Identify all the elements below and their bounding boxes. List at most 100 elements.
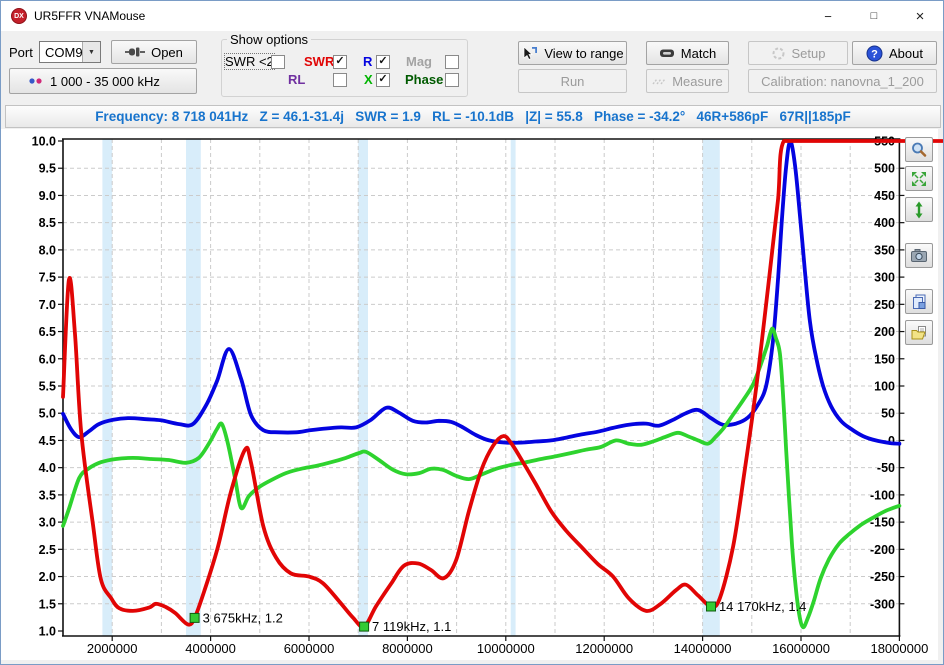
svg-text:7 119kHz, 1.1: 7 119kHz, 1.1 — [372, 619, 451, 634]
marker-square[interactable] — [359, 621, 370, 632]
expand-arrows-icon — [910, 170, 928, 188]
svg-text:300: 300 — [874, 271, 895, 285]
vertical-arrows-icon — [910, 201, 928, 219]
frequency-range-button[interactable]: 1 000 - 35 000 kHz — [9, 68, 197, 94]
export-print-button[interactable] — [905, 320, 933, 345]
svg-text:100: 100 — [874, 380, 895, 394]
port-value: COM9 — [45, 45, 83, 60]
svg-text:14000000: 14000000 — [674, 641, 732, 656]
svg-text:10000000: 10000000 — [477, 641, 535, 656]
open-button[interactable]: Open — [111, 40, 197, 64]
svg-text:6.0: 6.0 — [39, 352, 56, 366]
svg-text:5.5: 5.5 — [39, 380, 56, 394]
swr-markers: 3 675kHz, 1.2 7 119kHz, 1.1 14 170kHz, 1.4 — [189, 599, 806, 634]
svg-text:150: 150 — [874, 352, 895, 366]
zoom-button[interactable] — [905, 137, 933, 162]
svg-text:4.0: 4.0 — [39, 461, 56, 475]
svg-text:2.5: 2.5 — [39, 543, 56, 557]
swr-checkbox-label: SWR — [304, 54, 335, 69]
svg-text:10.0: 10.0 — [32, 135, 56, 149]
svg-text:12000000: 12000000 — [575, 641, 633, 656]
svg-text:4000000: 4000000 — [185, 641, 236, 656]
svg-text:8.0: 8.0 — [39, 243, 56, 257]
band-highlights — [102, 139, 720, 636]
swr-limit-checkbox[interactable] — [271, 55, 285, 69]
svg-text:250: 250 — [874, 298, 895, 312]
svg-text:7.0: 7.0 — [39, 298, 56, 312]
port-label: Port — [9, 45, 33, 60]
svg-text:-250: -250 — [870, 570, 895, 584]
svg-text:3 675kHz, 1.2: 3 675kHz, 1.2 — [203, 610, 283, 625]
svg-text:350: 350 — [874, 243, 895, 257]
marker-square[interactable] — [706, 601, 716, 612]
chevron-down-icon[interactable]: ▼ — [82, 42, 100, 62]
svg-text:9.0: 9.0 — [39, 189, 56, 203]
svg-text:?: ? — [871, 48, 878, 60]
svg-text:3.0: 3.0 — [39, 516, 56, 530]
phase-checkbox-label: Phase — [405, 72, 444, 87]
rl-checkbox-label: RL — [288, 72, 306, 87]
question-mark-icon: ? — [866, 45, 883, 62]
plug-icon — [125, 46, 146, 58]
match-icon — [659, 46, 675, 60]
magnifier-icon — [910, 141, 928, 159]
status-text: Frequency: 8 718 041Hz Z = 46.1-31.4j SW… — [95, 109, 851, 124]
phase-checkbox[interactable] — [445, 73, 459, 87]
mag-checkbox-label: Mag — [406, 54, 432, 69]
r-curve — [61, 139, 902, 446]
svg-text:-50: -50 — [877, 461, 895, 475]
show-options-title: Show options — [227, 32, 312, 47]
rl-checkbox[interactable] — [333, 73, 347, 87]
swr-limit-label: SWR <2 — [224, 53, 275, 70]
r-checkbox[interactable] — [376, 55, 390, 69]
print-icon — [910, 324, 928, 342]
snapshot-button[interactable] — [905, 243, 933, 268]
svg-text:-150: -150 — [870, 516, 895, 530]
svg-text:6000000: 6000000 — [284, 641, 335, 656]
vertical-scale-button[interactable] — [905, 197, 933, 222]
svg-text:6.5: 6.5 — [39, 325, 56, 339]
port-select[interactable]: COM9 ▼ — [39, 41, 101, 63]
svg-text:500: 500 — [874, 162, 895, 176]
swr-checkbox[interactable] — [333, 55, 347, 69]
svg-text:9.5: 9.5 — [39, 162, 56, 176]
measure-button[interactable]: Measure — [646, 69, 729, 93]
svg-text:4.5: 4.5 — [39, 434, 56, 448]
maximize-button[interactable]: □ — [870, 10, 878, 22]
svg-text:14 170kHz, 1.4: 14 170kHz, 1.4 — [719, 599, 806, 614]
fit-view-button[interactable] — [905, 166, 933, 191]
chart-plot[interactable]: 10.0 9.5 9.0 8.5 8.0 7.5 7.0 6.5 6.0 5.5 5.0 4.5 4.0… — [1, 129, 944, 665]
minimize-button[interactable]: − — [824, 8, 832, 24]
chart-area: 10.0 9.5 9.0 8.5 8.0 7.5 7.0 6.5 6.0 5.5 5.0 4.5 4.0… — [1, 129, 944, 665]
copy-button[interactable] — [905, 289, 933, 314]
svg-text:5.0: 5.0 — [39, 407, 56, 421]
close-button[interactable]: × — [915, 7, 925, 25]
marker-square[interactable] — [189, 612, 200, 623]
setup-button[interactable]: Setup — [748, 41, 848, 65]
calibration-button[interactable]: Calibration: nanovna_1_200 — [748, 69, 937, 93]
svg-text:1.5: 1.5 — [39, 597, 56, 611]
about-button[interactable]: ? About — [852, 41, 937, 65]
app-icon: DX — [11, 8, 27, 24]
svg-text:2.0: 2.0 — [39, 570, 56, 584]
window-title: UR5FFR VNAMouse — [34, 9, 146, 23]
svg-text:18000000: 18000000 — [870, 641, 928, 656]
svg-text:50: 50 — [881, 407, 895, 421]
range-dots-icon — [28, 76, 44, 86]
view-to-range-button[interactable]: View to range — [518, 41, 627, 65]
svg-text:8.5: 8.5 — [39, 216, 56, 230]
axis-ticks — [58, 140, 905, 641]
match-button[interactable]: Match — [646, 41, 729, 65]
svg-text:200: 200 — [874, 325, 895, 339]
run-button[interactable]: Run — [518, 69, 627, 93]
mag-checkbox[interactable] — [445, 55, 459, 69]
svg-text:-300: -300 — [870, 597, 895, 611]
measure-icon — [652, 75, 666, 87]
x-checkbox[interactable] — [376, 73, 390, 87]
status-bar: Frequency: 8 718 041Hz Z = 46.1-31.4j SW… — [5, 105, 941, 128]
svg-text:7.5: 7.5 — [39, 271, 56, 285]
show-options-group — [221, 39, 468, 97]
svg-text:-100: -100 — [870, 488, 895, 502]
svg-text:400: 400 — [874, 216, 895, 230]
